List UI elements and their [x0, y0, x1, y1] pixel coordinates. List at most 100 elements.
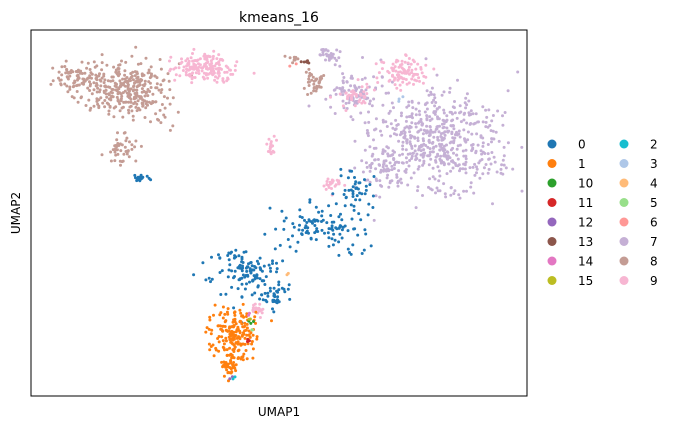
- point-cluster-7: [412, 171, 416, 175]
- point-cluster-0: [226, 275, 230, 279]
- point-cluster-9: [398, 70, 402, 74]
- point-cluster-7: [368, 180, 372, 184]
- point-cluster-7: [466, 130, 470, 134]
- point-cluster-7: [500, 163, 504, 167]
- point-cluster-7: [430, 86, 434, 90]
- y-axis-label: UMAP2: [9, 192, 23, 234]
- point-cluster-7: [430, 141, 434, 145]
- point-cluster-8: [116, 152, 120, 156]
- point-cluster-8: [171, 124, 175, 128]
- point-cluster-0: [346, 229, 350, 233]
- point-cluster-0: [307, 219, 311, 223]
- point-cluster-8: [166, 96, 169, 100]
- point-cluster-7: [464, 148, 468, 152]
- point-cluster-9: [211, 54, 215, 58]
- point-cluster-8: [139, 95, 143, 99]
- legend-label-0: 0: [578, 138, 586, 152]
- point-cluster-8: [127, 100, 131, 104]
- point-cluster-7: [520, 145, 524, 149]
- point-cluster-8: [144, 56, 148, 60]
- point-cluster-1: [233, 313, 237, 317]
- point-cluster-8: [160, 88, 164, 92]
- point-cluster-0: [297, 228, 301, 232]
- point-cluster-7: [453, 133, 457, 137]
- point-cluster-7: [422, 128, 426, 132]
- point-cluster-8: [166, 72, 170, 76]
- point-cluster-0: [240, 257, 244, 261]
- point-cluster-7: [410, 121, 414, 125]
- point-cluster-0: [268, 206, 272, 210]
- point-cluster-8: [171, 96, 175, 100]
- point-cluster-7: [360, 159, 364, 163]
- point-cluster-7: [484, 120, 488, 124]
- point-cluster-9: [397, 65, 401, 69]
- point-cluster-9: [195, 59, 199, 63]
- point-cluster-8: [168, 128, 172, 132]
- point-cluster-7: [385, 145, 389, 149]
- point-cluster-7: [431, 166, 435, 170]
- point-cluster-7: [456, 78, 459, 82]
- point-cluster-1: [239, 320, 243, 324]
- point-cluster-9: [209, 68, 213, 71]
- point-cluster-7: [410, 100, 414, 104]
- point-cluster-8: [57, 70, 61, 74]
- point-cluster-7: [395, 173, 399, 177]
- point-cluster-9: [200, 69, 204, 73]
- point-cluster-11: [246, 338, 250, 341]
- point-cluster-7: [319, 53, 323, 57]
- point-cluster-7: [449, 186, 453, 189]
- point-cluster-7: [409, 136, 413, 140]
- point-cluster-9: [197, 62, 200, 66]
- point-cluster-9: [394, 60, 398, 64]
- point-cluster-8: [119, 81, 123, 85]
- legend-marker-12: [547, 217, 557, 227]
- point-cluster-9: [375, 76, 379, 80]
- legend-item-9: 9: [619, 274, 658, 288]
- point-cluster-7: [389, 134, 392, 138]
- point-cluster-9: [174, 73, 178, 77]
- point-cluster-0: [255, 273, 259, 277]
- point-cluster-9: [186, 57, 190, 61]
- point-cluster-9: [407, 81, 411, 85]
- point-cluster-0: [339, 174, 343, 178]
- point-cluster-7: [425, 107, 429, 111]
- point-cluster-9: [181, 69, 185, 72]
- point-cluster-0: [311, 221, 314, 225]
- point-cluster-1: [228, 366, 232, 369]
- point-cluster-0: [227, 258, 231, 262]
- point-cluster-7: [456, 157, 460, 161]
- point-cluster-7: [480, 158, 484, 161]
- point-cluster-0: [286, 238, 290, 241]
- point-cluster-1: [214, 346, 218, 350]
- point-cluster-7: [465, 121, 469, 125]
- legend-marker-7: [619, 237, 629, 246]
- point-cluster-0: [147, 176, 151, 180]
- point-cluster-7: [333, 56, 337, 60]
- point-cluster-7: [486, 171, 490, 175]
- point-cluster-9: [404, 71, 408, 75]
- point-cluster-7: [344, 101, 348, 105]
- point-cluster-1: [208, 348, 212, 352]
- point-cluster-8: [149, 120, 152, 124]
- point-cluster-7: [481, 120, 485, 124]
- point-cluster-7: [446, 130, 450, 134]
- point-cluster-1: [223, 320, 227, 324]
- point-cluster-7: [475, 167, 479, 171]
- point-cluster-9: [265, 142, 269, 146]
- point-cluster-7: [367, 120, 371, 124]
- point-cluster-7: [386, 167, 390, 171]
- point-cluster-1: [222, 374, 226, 378]
- point-cluster-9: [327, 186, 331, 189]
- point-cluster-9: [197, 72, 201, 75]
- point-cluster-0: [220, 269, 224, 273]
- point-cluster-7: [427, 154, 431, 158]
- point-cluster-9: [192, 47, 196, 51]
- point-cluster-7: [428, 125, 432, 129]
- point-cluster-7: [333, 63, 337, 67]
- point-cluster-7: [397, 161, 401, 164]
- point-cluster-8: [126, 84, 130, 88]
- point-cluster-1: [251, 333, 255, 337]
- point-cluster-7: [458, 167, 462, 171]
- point-cluster-0: [313, 224, 317, 227]
- point-cluster-7: [416, 167, 420, 171]
